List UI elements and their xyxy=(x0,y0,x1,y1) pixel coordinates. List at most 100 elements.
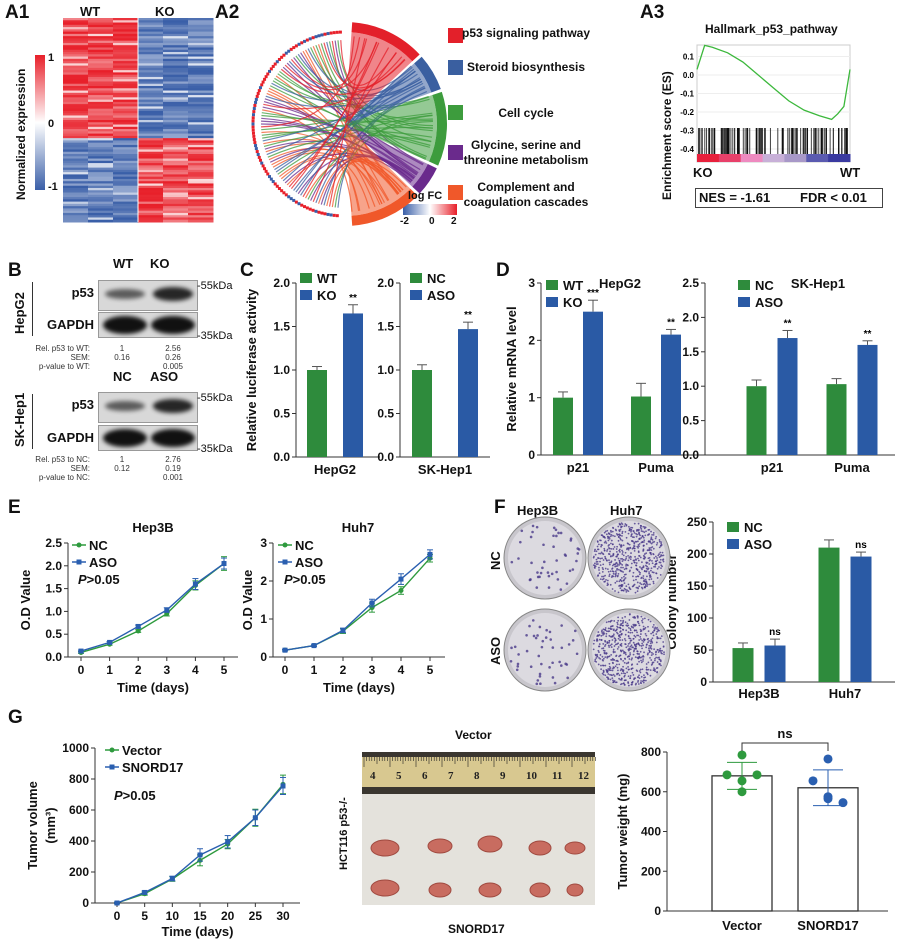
colony xyxy=(529,535,533,539)
heatmap-cell xyxy=(88,47,114,51)
heatmap-cell xyxy=(88,113,114,116)
colony xyxy=(593,564,596,567)
heatmap-cell xyxy=(113,18,139,21)
colony xyxy=(547,574,551,578)
heatmap-cell xyxy=(88,54,114,58)
heatmap-cell xyxy=(113,24,139,28)
heatmap-cell xyxy=(163,192,189,196)
x-tick-label: 30 xyxy=(276,909,290,923)
colony xyxy=(651,562,654,565)
heatmap-cell xyxy=(88,167,114,171)
heatmap xyxy=(35,18,214,223)
heatmap-cell xyxy=(113,210,139,214)
colony xyxy=(624,657,626,660)
chord-diagram xyxy=(251,22,447,226)
colony xyxy=(619,643,622,646)
colony xyxy=(629,648,632,651)
colony xyxy=(627,642,630,645)
data-point xyxy=(282,542,288,548)
colony xyxy=(645,646,648,649)
y-tick-label: 0.0 xyxy=(377,450,394,464)
colony xyxy=(634,636,637,638)
colony xyxy=(647,637,650,640)
colony xyxy=(601,575,603,578)
colony xyxy=(654,565,657,568)
heatmap-cell xyxy=(163,203,189,207)
data-point xyxy=(398,576,404,582)
colony xyxy=(650,553,652,556)
colony xyxy=(650,567,653,570)
heatmap-cell xyxy=(113,108,139,112)
colony xyxy=(620,546,622,548)
heatmap-cell xyxy=(163,61,189,64)
heatmap-cell xyxy=(188,183,214,187)
heatmap-cell xyxy=(188,129,214,132)
bar xyxy=(631,396,651,455)
colony xyxy=(635,624,637,626)
legend-label: ASO xyxy=(89,555,117,570)
colony xyxy=(636,616,639,619)
data-point xyxy=(142,889,148,895)
heatmap-cell xyxy=(88,81,114,85)
heatmap-cell xyxy=(188,124,214,128)
colony xyxy=(599,557,602,560)
colony xyxy=(653,627,656,630)
bar xyxy=(818,547,840,682)
colony xyxy=(601,672,604,675)
gene-logfc-mark xyxy=(260,161,264,165)
colony xyxy=(655,656,658,659)
heatmap-cell xyxy=(188,79,214,82)
heatmap-cell xyxy=(63,192,89,196)
colony xyxy=(641,587,644,590)
legend-label: Vector xyxy=(122,743,162,758)
colony xyxy=(643,526,646,528)
gene-logfc-mark xyxy=(252,134,256,138)
gsea-right-label: WT xyxy=(840,165,861,180)
quant-label: Rel. p53 to WT: xyxy=(35,344,90,353)
colony xyxy=(626,548,628,551)
gsea-title: Hallmark_p53_pathway xyxy=(705,22,838,36)
heatmap-cell xyxy=(113,61,139,64)
colony xyxy=(636,581,639,584)
colony xyxy=(629,529,631,532)
colony xyxy=(599,552,602,555)
colony xyxy=(635,559,637,561)
heatmap-cell xyxy=(113,192,139,196)
heatmap-cell xyxy=(138,40,164,44)
colony xyxy=(613,637,616,639)
colony xyxy=(645,543,648,545)
colony xyxy=(605,635,608,638)
heatmap-cell xyxy=(63,163,89,166)
gene-logfc-mark xyxy=(303,205,307,209)
heatmap-cell xyxy=(138,49,164,53)
colony xyxy=(601,629,603,632)
data-point xyxy=(340,627,346,633)
colony xyxy=(639,638,642,640)
heatmap-cell xyxy=(113,122,139,126)
colony xyxy=(606,568,609,571)
colony xyxy=(627,662,630,664)
heatmap-cell xyxy=(88,172,114,175)
heatmap-cell xyxy=(63,167,89,171)
heatmap-cell xyxy=(88,165,114,169)
colony xyxy=(625,629,628,632)
heatmap-cell xyxy=(63,185,89,189)
colony xyxy=(620,544,623,546)
heatmap-cell xyxy=(63,215,89,218)
colony xyxy=(632,623,635,626)
colony xyxy=(535,682,539,686)
heatmap-cell xyxy=(188,163,214,166)
heatmap-cell xyxy=(163,20,189,24)
gene-logfc-mark xyxy=(335,214,339,218)
colony xyxy=(560,664,563,667)
heatmap-cell xyxy=(63,33,89,37)
heatmap-cell xyxy=(88,154,114,157)
heatmap-cell xyxy=(63,219,89,223)
heatmap-cell xyxy=(188,86,214,89)
category-label: Vector xyxy=(722,918,762,933)
y-tick-label: 1.5 xyxy=(377,320,394,334)
colony xyxy=(638,674,640,677)
category-label: HepG2 xyxy=(314,462,356,477)
colony xyxy=(633,649,636,652)
